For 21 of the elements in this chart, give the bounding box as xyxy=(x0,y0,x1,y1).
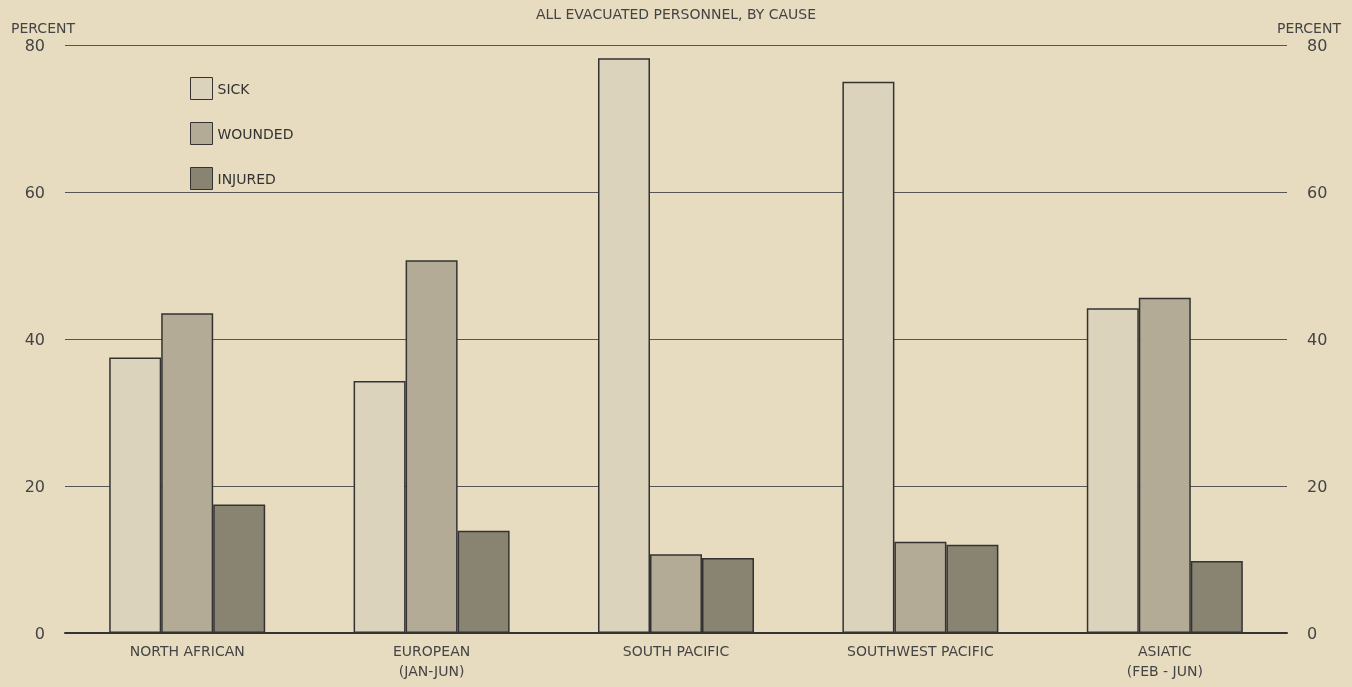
legend-label: INJURED xyxy=(217,170,276,187)
y-tick-label: 40 xyxy=(24,329,45,349)
y2-axis-title: PERCENT xyxy=(1277,20,1342,36)
x-tick-label: SOUTHWEST PACIFIC xyxy=(847,643,994,659)
x-tick-label: NORTH AFRICAN xyxy=(129,643,245,659)
legend-label: WOUNDED xyxy=(217,125,294,142)
y-tick-label: 60 xyxy=(24,182,45,202)
y2-tick-label: 60 xyxy=(1307,182,1328,202)
x-tick-label: ASIATIC (FEB - JUN) xyxy=(1126,643,1203,679)
y2-tick-label: 0 xyxy=(1307,623,1318,643)
x-tick-label: EUROPEAN (JAN-JUN) xyxy=(393,643,471,679)
y-axis-title: PERCENT xyxy=(11,20,76,36)
chart-title: ALL EVACUATED PERSONNEL, BY CAUSE xyxy=(535,6,817,22)
y2-tick-label: 40 xyxy=(1307,329,1328,349)
y2-tick-label: 80 xyxy=(1307,35,1328,55)
x-tick-label: SOUTH PACIFIC xyxy=(622,643,730,659)
legend-label: SICK xyxy=(217,80,251,97)
y-tick-label: 80 xyxy=(24,35,45,55)
y-tick-label: 0 xyxy=(34,623,45,643)
y2-tick-label: 20 xyxy=(1307,476,1328,496)
y-tick-label: 20 xyxy=(24,476,45,496)
